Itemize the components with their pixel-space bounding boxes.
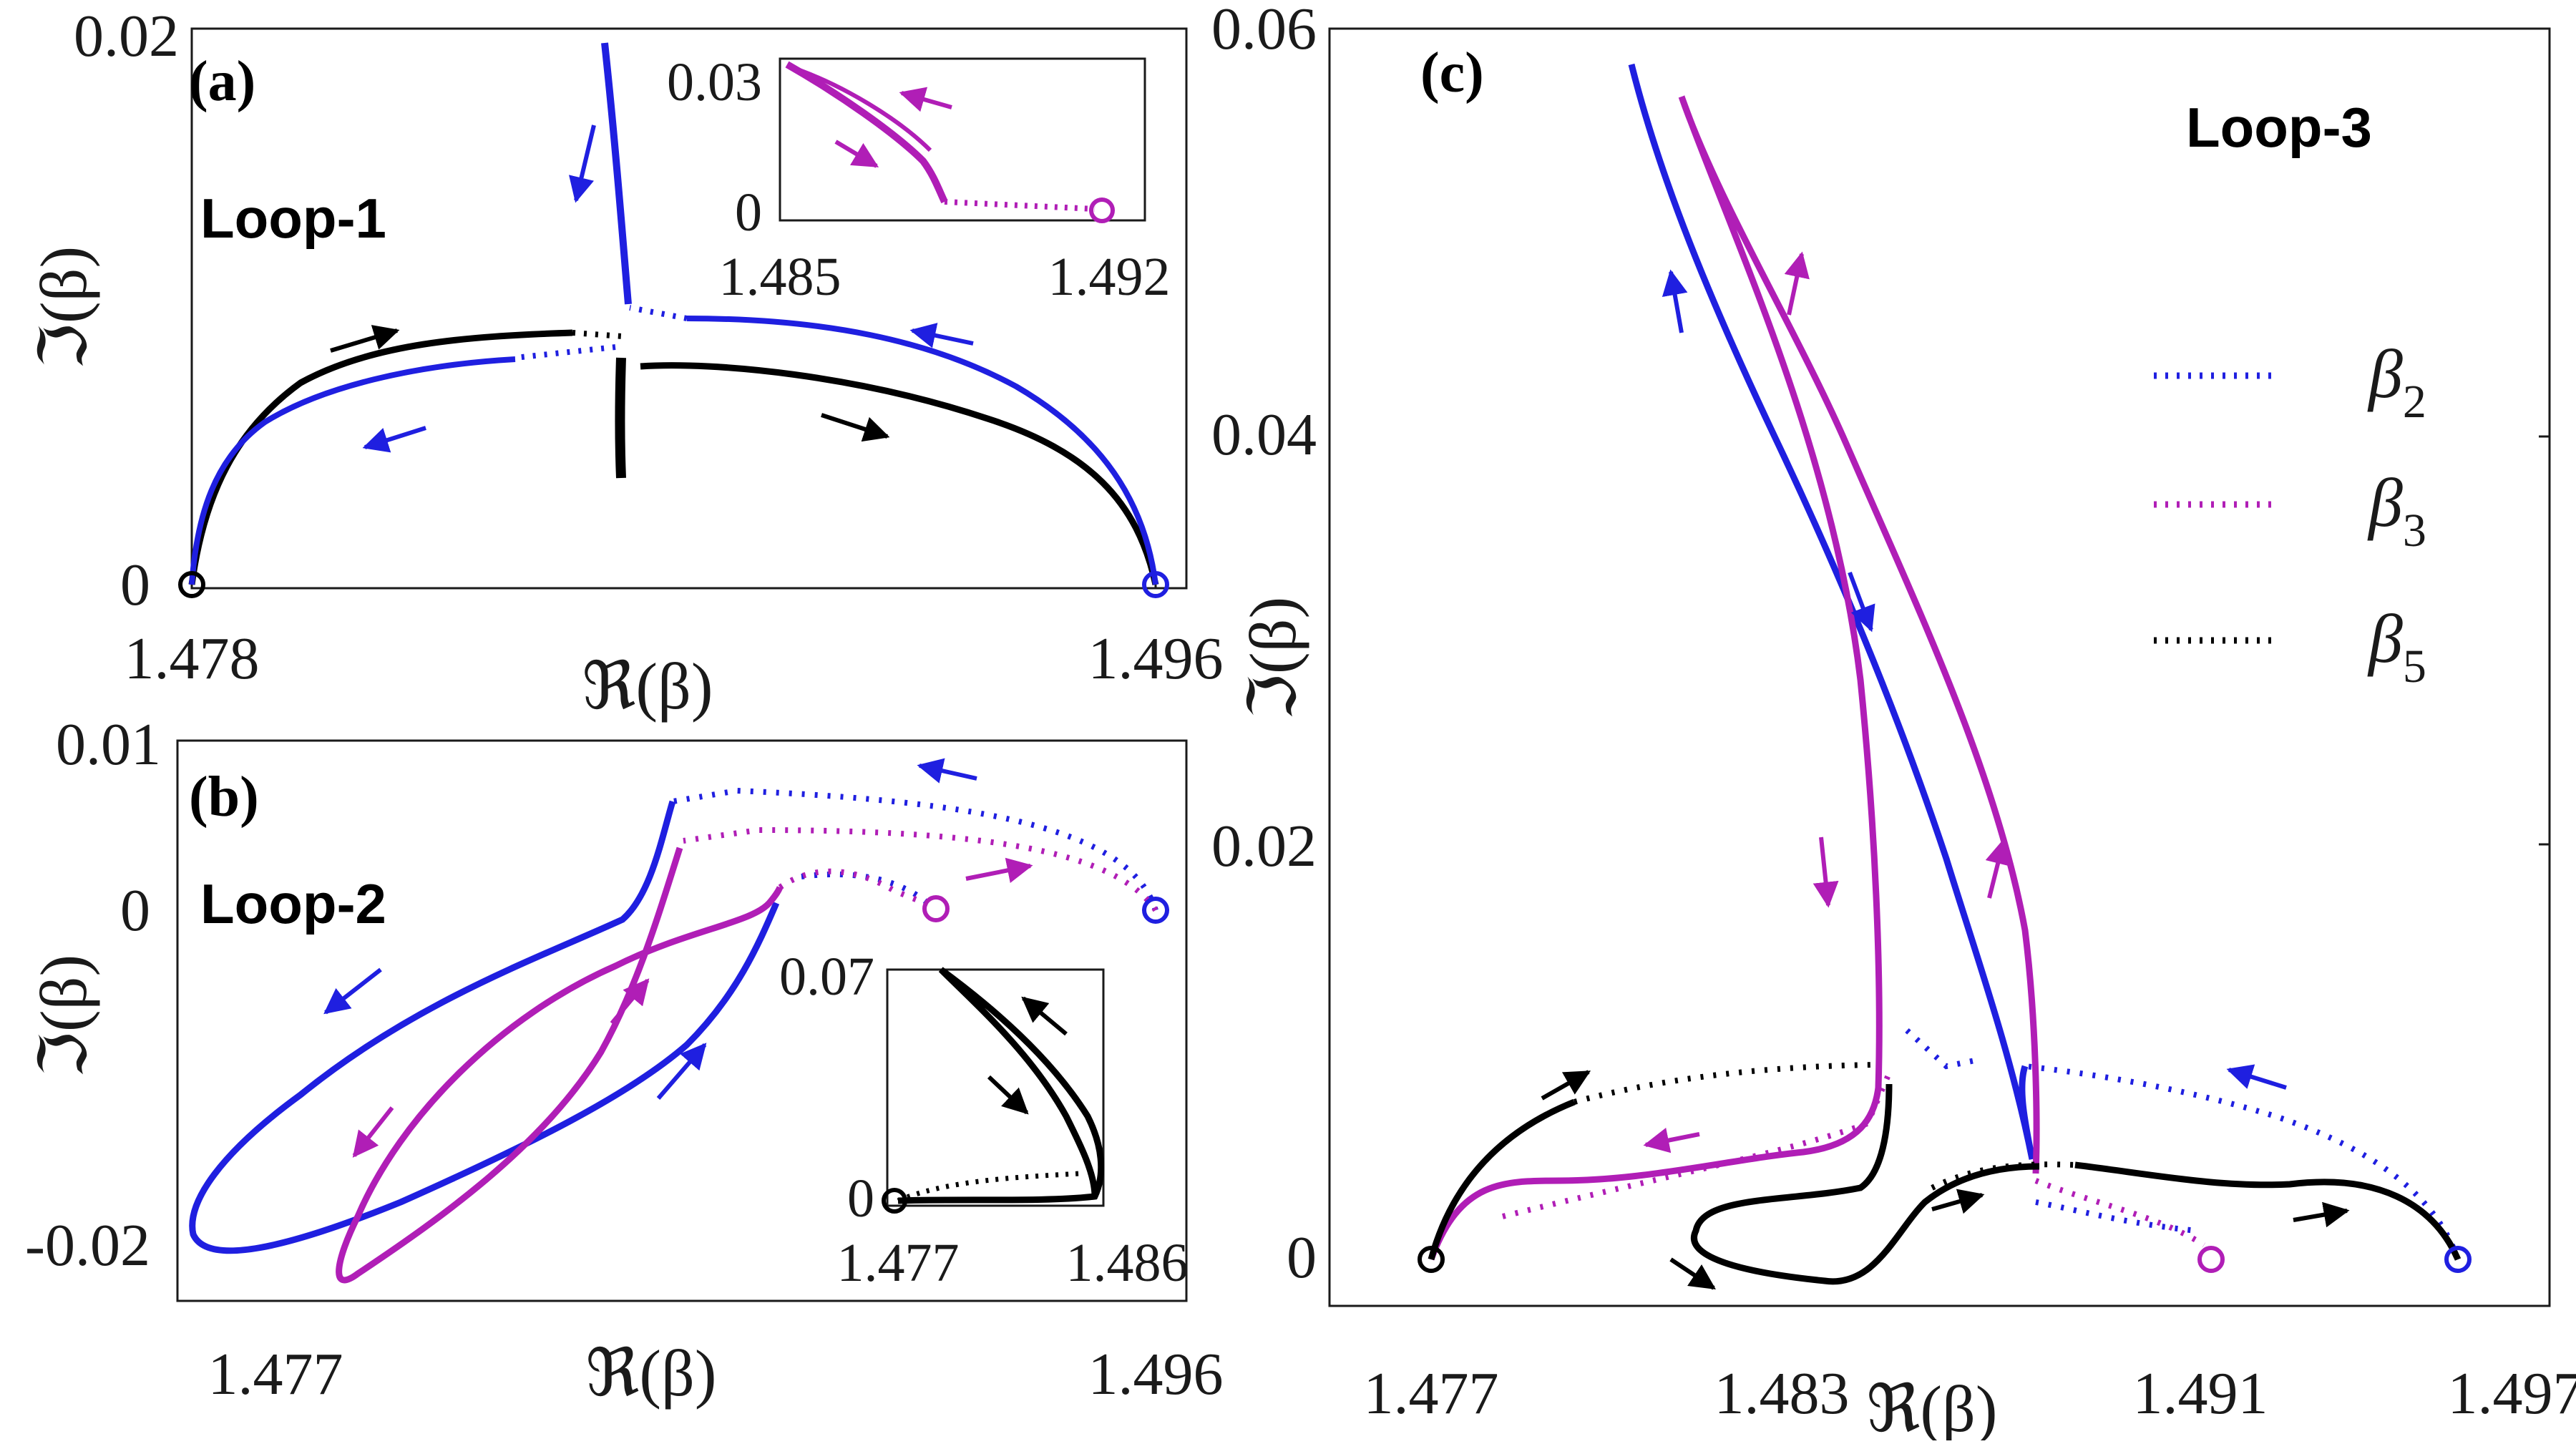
legend-label-beta2-text: β <box>2367 336 2403 412</box>
panel-a: 1.478 1.496 0 0.02 ℜ(β) ℑ(β) (a) Loop-1 … <box>27 3 1224 723</box>
panel-c-beta3-dots-low <box>2036 1181 2204 1245</box>
panel-c-arrow <box>1989 841 2004 898</box>
panel-b-xlabel: ℜ(β) <box>586 1337 717 1410</box>
panel-c-ylabel: ℑ(β) <box>1236 597 1309 720</box>
panel-b-arrow <box>354 1108 392 1156</box>
panel-c-arrow <box>2293 1211 2347 1220</box>
panel-c-beta5-curve-mid <box>1694 1084 2039 1282</box>
panel-b-inset-ytick: 0 <box>847 1169 874 1229</box>
panel-c-beta5-dots <box>1574 1065 1875 1102</box>
panel-c-loop-label: Loop-3 <box>2186 96 2372 159</box>
panel-c-xtick-label: 1.497 <box>2448 1360 2576 1427</box>
panel-c-beta2-curve <box>1631 64 2032 1159</box>
panel-b-beta3-curve <box>339 848 780 1280</box>
panel-a-inset: 0.03 0 1.485 1.492 <box>667 52 1171 307</box>
panel-c-arrow <box>1821 837 1828 905</box>
panel-c-arrow <box>1789 254 1802 315</box>
legend-label-beta5-text: β <box>2367 600 2403 677</box>
panel-a-beta5-stub <box>620 358 622 478</box>
panel-c-start-marker-beta3 <box>2200 1248 2223 1271</box>
panel-b-beta2-dots <box>673 791 1156 910</box>
panel-a-beta5-curve <box>192 333 572 585</box>
panel-c-xlabel: ℜ(β) <box>1867 1372 1998 1440</box>
panel-b-label: (b) <box>189 766 259 829</box>
panel-a-beta5-dots <box>572 333 623 336</box>
panel-c-arrow <box>2229 1070 2286 1088</box>
panel-a-beta2-dots-left <box>515 347 615 358</box>
panel-c-xtick-label: 1.491 <box>2133 1360 2268 1427</box>
panel-b-arrow <box>326 970 381 1013</box>
legend-label-beta3: β3 <box>2367 464 2426 557</box>
panel-a-arrow <box>331 331 397 351</box>
panel-a-inset-ytick: 0.03 <box>667 52 762 112</box>
panel-a-ylabel: ℑ(β) <box>27 246 100 369</box>
panel-b-ytick-label: 0 <box>120 877 150 944</box>
legend-subscript: 2 <box>2403 376 2426 428</box>
panel-c-beta2-dots-mid <box>1907 1030 1982 1066</box>
panel-c-arrow <box>1671 1259 1714 1288</box>
panel-b-loop-label: Loop-2 <box>200 872 386 935</box>
panel-a-inset-xtick: 1.492 <box>1048 247 1171 307</box>
panel-c-xtick-label: 1.483 <box>1714 1360 1850 1427</box>
panel-a-beta2-right <box>687 318 1156 585</box>
panel-a-beta2-dots <box>630 308 687 318</box>
panel-a-ytick-label: 0 <box>120 552 150 618</box>
panel-c: 1.477 1.483 1.491 1.497 0 0.02 0.04 0.06… <box>1211 0 2576 1440</box>
panel-c-arrow <box>1932 1195 1982 1209</box>
panel-c-label: (c) <box>1420 42 1484 104</box>
panel-b-arrow <box>966 866 1030 879</box>
panel-c-ytick-label: 0.04 <box>1211 401 1317 468</box>
panel-a-xtick-label: 1.496 <box>1088 625 1224 692</box>
panel-a-label: (a) <box>189 50 255 113</box>
panel-a-loop-label: Loop-1 <box>200 187 386 250</box>
panel-a-arrow <box>912 331 973 343</box>
panel-b-inset-xtick: 1.477 <box>837 1233 960 1293</box>
panel-b-beta3-dots <box>683 830 1156 910</box>
panel-c-beta5-curve-right <box>2075 1165 2458 1259</box>
panel-c-ytick-label: 0.06 <box>1211 0 1317 62</box>
panel-c-xtick-label: 1.477 <box>1364 1360 1499 1427</box>
panel-c-arrow <box>1671 272 1682 333</box>
panel-a-arrow <box>365 428 426 447</box>
legend: β2 β3 β5 <box>2154 336 2426 693</box>
panel-c-ytick-label: 0 <box>1287 1224 1317 1291</box>
panel-b-inset-xtick: 1.486 <box>1066 1233 1189 1293</box>
panel-a-inset-ytick: 0 <box>735 182 762 243</box>
panel-b-ytick-label: 0.01 <box>56 711 161 778</box>
legend-label-beta3-text: β <box>2367 464 2403 541</box>
panel-b-start-marker-beta3 <box>924 897 947 920</box>
panel-a-xlabel: ℜ(β) <box>582 650 713 723</box>
panel-c-beta3-curve <box>1431 97 2036 1259</box>
panel-c-arrow <box>1542 1072 1589 1098</box>
panel-c-ytick-label: 0.02 <box>1211 813 1317 879</box>
legend-subscript: 3 <box>2403 504 2426 557</box>
panel-a-ytick-label: 0.02 <box>74 3 179 69</box>
panel-b-xtick-label: 1.496 <box>1088 1341 1224 1408</box>
panel-b-ytick-label: -0.02 <box>25 1212 150 1279</box>
panel-b-ylabel: ℑ(β) <box>27 955 100 1078</box>
panel-a-arrow <box>821 415 887 436</box>
panel-b-arrow <box>919 766 977 779</box>
panel-a-xtick-label: 1.478 <box>125 625 260 692</box>
panel-a-inset-xtick: 1.485 <box>719 247 841 307</box>
panel-a-beta2-top <box>605 43 628 304</box>
panel-c-beta2-dots <box>2025 1066 2458 1259</box>
panel-b-inset: 0.07 0 1.477 1.486 <box>779 947 1189 1293</box>
panel-c-arrow <box>1646 1134 1699 1145</box>
panel-a-beta5-right <box>640 366 1156 585</box>
legend-label-beta5: β5 <box>2367 600 2426 693</box>
panel-a-beta2-left <box>192 359 515 585</box>
legend-label-beta2: β2 <box>2367 336 2426 428</box>
panel-a-arrow <box>576 125 594 200</box>
panel-b-inset-ytick: 0.07 <box>779 947 874 1007</box>
panel-b-xtick-label: 1.477 <box>208 1341 343 1408</box>
legend-subscript: 5 <box>2403 640 2426 693</box>
panel-b: 1.477 1.496 0.01 0 -0.02 ℜ(β) ℑ(β) (b) L… <box>25 711 1223 1410</box>
